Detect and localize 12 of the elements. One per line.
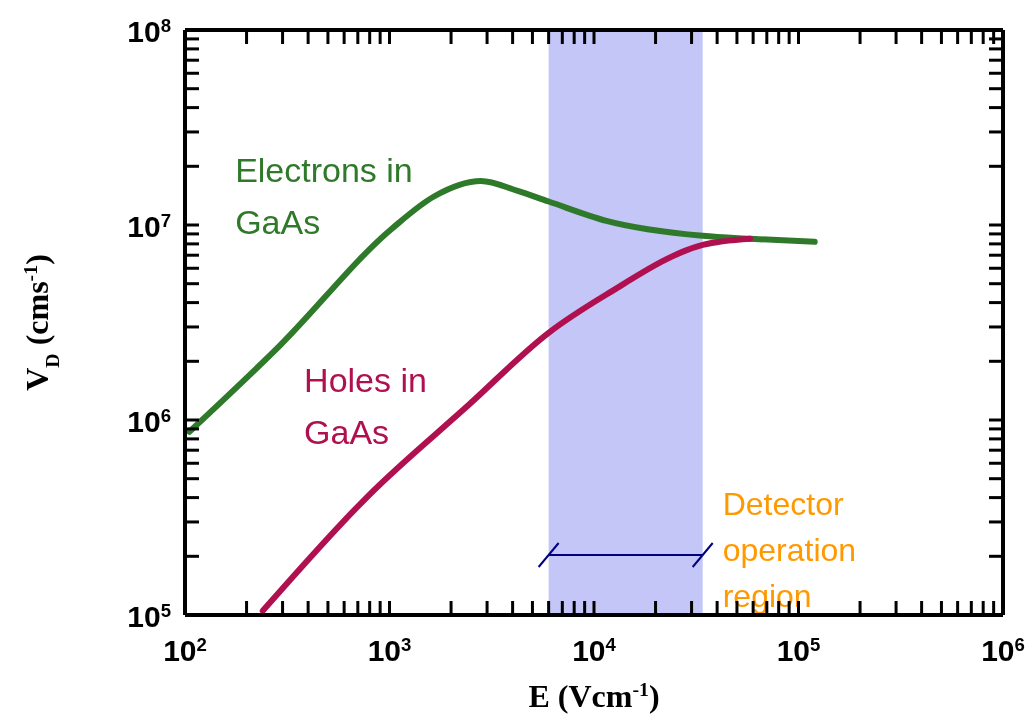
- series-label: Electrons in GaAs: [235, 151, 413, 242]
- x-tick-label: 10$^{4}$: [572, 633, 617, 667]
- y-tick-label: 10$^{8}$: [127, 14, 171, 48]
- x-tick-label: 10$^{2}$: [163, 633, 207, 667]
- y-tick-label: 10$^{7}$: [127, 209, 171, 243]
- y-tick-label: 10$^{5}$: [127, 599, 171, 633]
- x-tick-label: 10$^{6}$: [981, 633, 1025, 667]
- x-tick-label: 10$^{3}$: [367, 633, 412, 667]
- x-tick-label: 10$^{5}$: [776, 633, 821, 667]
- y-tick-label: 10$^{6}$: [127, 404, 171, 438]
- series-label: Holes in GaAs: [304, 360, 427, 451]
- x-axis-title: E (Vcm$^{-1}$): [528, 678, 660, 714]
